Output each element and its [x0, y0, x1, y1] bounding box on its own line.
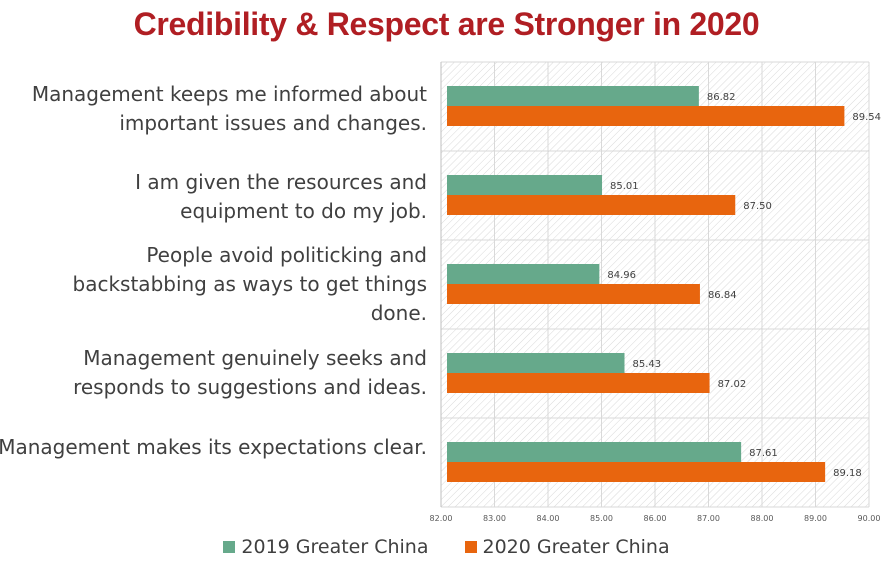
- data-label-2020-4: 87.02: [718, 379, 747, 390]
- bar-2019-1: [447, 86, 699, 106]
- data-label-2019-5: 87.61: [749, 448, 778, 459]
- legend: 2019 Greater China 2020 Greater China: [0, 536, 893, 558]
- legend-item-2020: 2020 Greater China: [464, 536, 670, 558]
- data-label-2020-2: 87.50: [743, 201, 772, 212]
- chart-title: Credibility & Respect are Stronger in 20…: [133, 6, 760, 42]
- category-label-2: I am given the resources and equipment t…: [135, 170, 427, 223]
- legend-label-2020: 2020 Greater China: [482, 536, 670, 558]
- bar-2019-3: [447, 264, 600, 284]
- x-tick-label: 85.00: [590, 514, 613, 523]
- bar-2020-2: [447, 195, 736, 215]
- x-tick-label: 83.00: [483, 514, 506, 523]
- bar-2019-2: [447, 175, 603, 195]
- category-label-4: Management genuinely seeks and responds …: [73, 346, 427, 399]
- data-label-2019-2: 85.01: [610, 181, 639, 192]
- bar-2019-4: [447, 353, 625, 373]
- bar-2019-5: [447, 442, 742, 462]
- legend-swatch-2019: [223, 541, 236, 553]
- bar-2020-3: [447, 284, 700, 304]
- data-label-2019-3: 84.96: [607, 270, 636, 281]
- x-tick-label: 84.00: [537, 514, 560, 523]
- legend-label-2019: 2019 Greater China: [241, 536, 429, 558]
- bar-2020-4: [447, 373, 710, 393]
- x-tick-label: 86.00: [644, 514, 667, 523]
- category-label-1: Management keeps me informed about impor…: [31, 82, 427, 135]
- x-tick-label: 87.00: [697, 514, 720, 523]
- data-label-2019-1: 86.82: [707, 92, 736, 103]
- x-tick-label: 88.00: [751, 514, 774, 523]
- bar-2020-1: [447, 106, 845, 126]
- legend-item-2019: 2019 Greater China: [223, 536, 429, 558]
- data-label-2020-5: 89.18: [833, 468, 862, 479]
- data-label-2019-4: 85.43: [633, 359, 662, 370]
- category-label-5: Management makes its expectations clear.: [0, 435, 427, 459]
- data-label-2020-3: 86.84: [708, 290, 737, 301]
- data-label-2020-1: 89.54: [852, 112, 881, 123]
- x-tick-label: 90.00: [858, 514, 881, 523]
- category-label-3: People avoid politicking and backstabbin…: [72, 243, 427, 325]
- legend-swatch-2020: [464, 541, 477, 553]
- x-tick-label: 89.00: [804, 514, 827, 523]
- bar-2020-5: [447, 462, 826, 482]
- x-tick-label: 82.00: [430, 514, 453, 523]
